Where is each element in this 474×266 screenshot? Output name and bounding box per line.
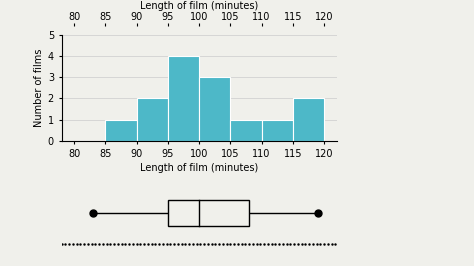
Bar (230, 120, 262, 141)
Y-axis label: Number of films: Number of films (34, 49, 44, 127)
X-axis label: Length of film (minutes): Length of film (minutes) (140, 1, 258, 11)
Bar (262, 120, 293, 141)
Bar (105, 120, 137, 141)
Bar (293, 98, 324, 141)
X-axis label: Length of film (minutes): Length of film (minutes) (140, 163, 258, 173)
Bar (137, 98, 168, 141)
Bar (199, 77, 230, 141)
Bar (168, 56, 199, 141)
FancyBboxPatch shape (168, 200, 249, 226)
